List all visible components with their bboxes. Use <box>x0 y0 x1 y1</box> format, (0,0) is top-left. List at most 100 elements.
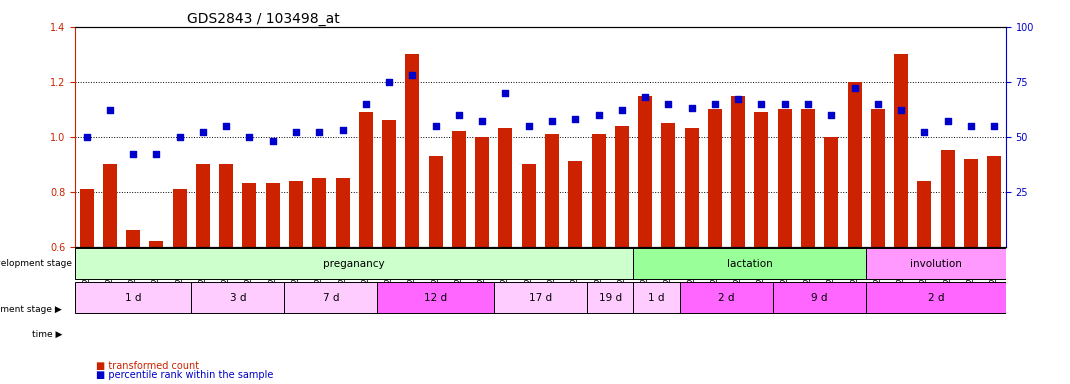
FancyBboxPatch shape <box>681 282 773 313</box>
Point <box>637 94 654 100</box>
Text: 3 d: 3 d <box>230 293 246 303</box>
Text: ■ transformed count: ■ transformed count <box>96 361 199 371</box>
Bar <box>661 123 675 384</box>
Bar <box>243 184 257 384</box>
Text: 1 d: 1 d <box>648 293 664 303</box>
Text: 17 d: 17 d <box>529 293 552 303</box>
Bar <box>312 178 326 384</box>
FancyBboxPatch shape <box>75 282 192 313</box>
Point <box>985 122 1003 129</box>
Bar <box>871 109 885 384</box>
Text: 1 d: 1 d <box>125 293 141 303</box>
Bar <box>824 137 838 384</box>
Bar <box>708 109 722 384</box>
Bar <box>452 131 465 384</box>
Bar <box>592 134 606 384</box>
Text: GDS2843 / 103498_at: GDS2843 / 103498_at <box>186 12 339 26</box>
Point <box>730 96 747 103</box>
FancyBboxPatch shape <box>285 282 378 313</box>
Bar <box>778 109 792 384</box>
Bar <box>941 151 954 384</box>
Point <box>706 101 723 107</box>
Text: involution: involution <box>911 259 962 269</box>
Point <box>799 101 816 107</box>
Bar <box>196 164 210 384</box>
Point <box>78 134 95 140</box>
Bar <box>219 164 233 384</box>
Bar <box>429 156 443 384</box>
FancyBboxPatch shape <box>192 282 285 313</box>
Bar <box>638 96 652 384</box>
Point <box>102 107 119 113</box>
Point <box>660 101 677 107</box>
Bar <box>895 55 908 384</box>
Bar <box>475 137 489 384</box>
Point <box>403 72 421 78</box>
FancyBboxPatch shape <box>378 282 494 313</box>
Point <box>846 85 863 91</box>
Point <box>310 129 327 136</box>
Bar <box>289 180 303 384</box>
Bar <box>358 112 372 384</box>
Point <box>567 116 584 122</box>
Text: 19 d: 19 d <box>598 293 622 303</box>
FancyBboxPatch shape <box>633 248 867 279</box>
Point <box>916 129 933 136</box>
Point <box>939 118 957 124</box>
Point <box>823 112 840 118</box>
Bar <box>172 189 186 384</box>
FancyBboxPatch shape <box>867 248 1006 279</box>
Point <box>241 134 258 140</box>
FancyBboxPatch shape <box>494 282 587 313</box>
FancyBboxPatch shape <box>867 282 1006 313</box>
Text: 12 d: 12 d <box>424 293 447 303</box>
Bar <box>917 180 931 384</box>
Bar <box>79 189 93 384</box>
Bar <box>754 112 768 384</box>
Bar <box>382 120 396 384</box>
Point <box>683 105 700 111</box>
Bar <box>522 164 536 384</box>
Bar <box>126 230 140 384</box>
Text: preganancy: preganancy <box>323 259 385 269</box>
Point <box>776 101 793 107</box>
Bar <box>801 109 815 384</box>
Text: 9 d: 9 d <box>811 293 828 303</box>
Text: time ▶: time ▶ <box>32 330 62 339</box>
Point <box>217 122 234 129</box>
Point <box>195 129 212 136</box>
Text: 7 d: 7 d <box>323 293 339 303</box>
FancyBboxPatch shape <box>633 282 681 313</box>
Bar <box>964 159 978 384</box>
Bar <box>150 241 164 384</box>
Bar <box>568 161 582 384</box>
Bar <box>265 184 279 384</box>
Bar <box>615 126 629 384</box>
Point <box>381 79 398 85</box>
Bar <box>731 96 745 384</box>
Text: lactation: lactation <box>727 259 773 269</box>
Point <box>427 122 444 129</box>
Text: 2 d: 2 d <box>718 293 735 303</box>
Bar <box>499 129 513 384</box>
Point <box>450 112 468 118</box>
Point <box>590 112 607 118</box>
Bar <box>988 156 1002 384</box>
FancyBboxPatch shape <box>587 282 633 313</box>
Point <box>544 118 561 124</box>
Point <box>496 90 514 96</box>
Bar <box>847 82 861 384</box>
Point <box>520 122 537 129</box>
Bar <box>103 164 117 384</box>
Point <box>334 127 351 133</box>
Point <box>357 101 374 107</box>
Point <box>148 151 165 157</box>
Bar <box>685 129 699 384</box>
Text: development stage ▶: development stage ▶ <box>0 305 62 314</box>
Point <box>474 118 491 124</box>
Point <box>753 101 770 107</box>
Bar <box>545 134 559 384</box>
Point <box>613 107 630 113</box>
FancyBboxPatch shape <box>75 248 633 279</box>
Text: development stage: development stage <box>0 259 75 268</box>
